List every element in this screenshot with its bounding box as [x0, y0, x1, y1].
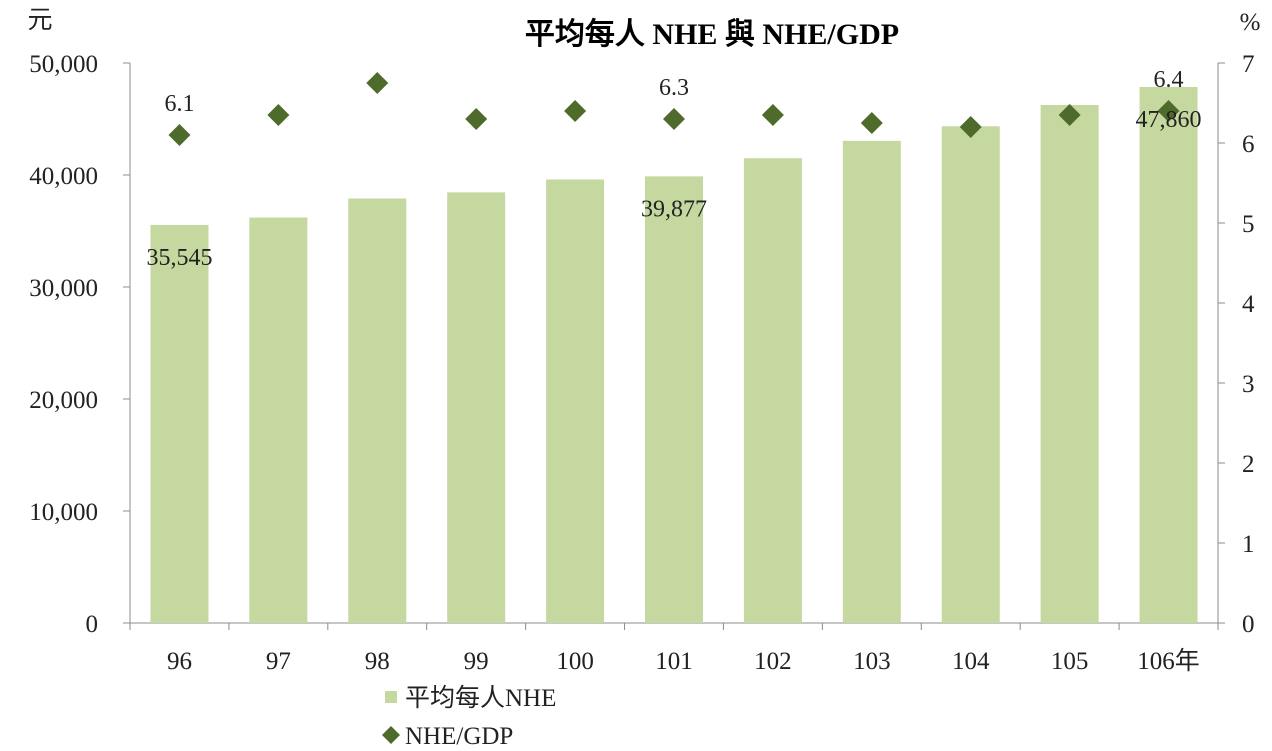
legend-swatch-diamond — [382, 726, 400, 744]
x-tick-label: 103 — [853, 648, 891, 675]
legend-swatch-square — [385, 691, 397, 703]
right-tick-label: 3 — [1242, 371, 1255, 398]
x-tick-label: 102 — [754, 648, 792, 675]
bar — [1040, 105, 1099, 623]
diamond-marker — [860, 112, 883, 134]
diamond-marker — [267, 104, 290, 126]
bar-series — [150, 86, 1198, 624]
diamond-marker — [465, 108, 488, 130]
bar — [842, 140, 901, 623]
right-tick-label: 1 — [1242, 531, 1255, 558]
axes: 0 10,000 20,000 30,000 40,000 50,000 0 1 2 3 4 5 6 7 9… — [29, 51, 1255, 675]
data-labels: 35,545 39,877 47,860 6.1 6.3 6.4 — [146, 67, 1201, 271]
x-tick-label: 100 — [556, 648, 594, 675]
data-label: 47,860 — [1136, 107, 1202, 133]
x-tick-label: 99 — [464, 648, 489, 675]
chart-title: 平均每人 NHE 與 NHE/GDP — [525, 17, 899, 51]
bar — [150, 224, 209, 623]
left-tick-label: 30,000 — [29, 275, 98, 302]
x-tick-label: 101 — [655, 648, 693, 675]
data-label: 6.4 — [1154, 67, 1184, 93]
bar — [546, 179, 605, 624]
right-axis-unit: % — [1240, 9, 1261, 36]
x-tick-label: 106年 — [1137, 647, 1200, 675]
legend-label: NHE/GDP — [405, 723, 513, 750]
diamond-marker — [168, 124, 191, 146]
data-label: 39,877 — [641, 196, 707, 222]
left-tick-label: 40,000 — [29, 163, 98, 190]
bar — [249, 217, 308, 623]
legend: 平均每人NHE NHE/GDP — [382, 684, 556, 750]
x-tick-label: 97 — [266, 648, 291, 675]
bar — [447, 192, 506, 624]
x-tick-label: 104 — [952, 648, 990, 675]
right-tick-label: 6 — [1242, 131, 1255, 158]
data-label: 6.1 — [164, 91, 194, 117]
diamond-marker — [663, 108, 685, 130]
bar — [743, 158, 802, 623]
right-tick-label: 5 — [1242, 211, 1255, 238]
diamond-marker — [366, 72, 389, 94]
right-tick-label: 0 — [1242, 611, 1255, 638]
left-tick-label: 10,000 — [29, 499, 98, 526]
right-tick-label: 7 — [1242, 51, 1255, 78]
diamond-marker — [959, 116, 982, 138]
left-tick-label: 20,000 — [29, 387, 98, 414]
bar — [645, 176, 703, 623]
right-tick-label: 4 — [1242, 291, 1255, 318]
legend-label: 平均每人NHE — [405, 684, 556, 712]
left-axis-unit: 元 — [27, 7, 52, 34]
diamond-series — [168, 72, 1180, 146]
bar — [1139, 86, 1198, 623]
x-tick-label: 96 — [167, 648, 192, 675]
diamond-marker — [1157, 100, 1180, 122]
diamond-marker — [564, 100, 587, 122]
x-tick-label: 105 — [1051, 648, 1089, 675]
data-label: 6.3 — [659, 75, 689, 101]
bar — [941, 126, 1000, 623]
diamond-marker — [1058, 104, 1081, 126]
data-label: 35,545 — [146, 245, 212, 271]
left-tick-label: 50,000 — [29, 51, 98, 78]
diamond-marker — [761, 104, 784, 126]
bar — [348, 198, 407, 623]
right-tick-label: 2 — [1242, 451, 1255, 478]
left-tick-label: 0 — [86, 611, 99, 638]
x-tick-label: 98 — [365, 648, 390, 675]
